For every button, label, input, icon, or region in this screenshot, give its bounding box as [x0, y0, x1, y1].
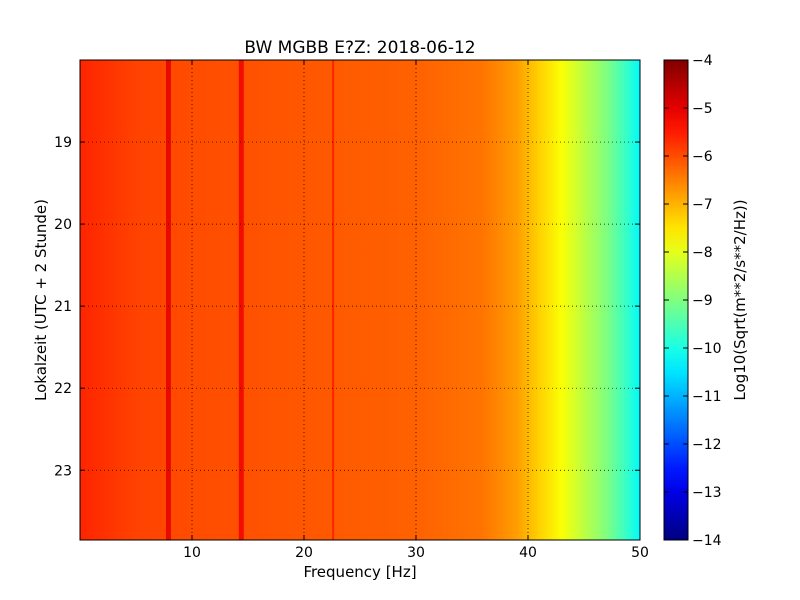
y-tick-label-0: 19	[54, 135, 72, 151]
colorbar-tick-label-0: −4	[692, 53, 713, 69]
x-tick-label-3: 40	[519, 545, 537, 561]
x-tick-label-4: 50	[631, 545, 649, 561]
colorbar: −4 −5 −6 −7 −8 −9 −10 −11 −12 −13 −14	[663, 53, 722, 549]
colorbar-tick-label-7: −11	[692, 389, 722, 405]
x-axis: 10 20 30 40 50	[183, 60, 649, 561]
chart-title: BW MGBB E?Z: 2018-06-12	[244, 38, 475, 58]
y-tick-label-3: 22	[54, 381, 72, 397]
y-axis-label: Lokalzeit (UTC + 2 Stunde)	[32, 199, 50, 401]
colorbar-tick-label-1: −5	[692, 101, 713, 117]
y-tick-label-2: 21	[54, 299, 72, 315]
y-tick-label-1: 20	[54, 217, 72, 233]
x-tick-label-1: 20	[295, 545, 313, 561]
x-axis-label: Frequency [Hz]	[303, 563, 416, 581]
plot-frame	[79, 59, 641, 541]
grid	[80, 60, 640, 540]
colorbar-ticks: −4 −5 −6 −7 −8 −9 −10 −11 −12 −13 −14	[664, 53, 722, 549]
colorbar-tick-label-8: −12	[692, 437, 722, 453]
y-axis: 19 20 21 22 23	[54, 135, 640, 479]
y-tick-label-4: 23	[54, 463, 72, 479]
colorbar-tick-label-3: −7	[692, 197, 713, 213]
colorbar-tick-label-10: −14	[692, 533, 722, 549]
colorbar-tick-label-6: −10	[692, 341, 722, 357]
spectrogram-fill	[80, 60, 640, 540]
plot-area	[80, 60, 640, 540]
x-tick-label-2: 30	[407, 545, 425, 561]
colorbar-tick-label-9: −13	[692, 485, 722, 501]
colorbar-tick-label-2: −6	[692, 149, 713, 165]
colorbar-tick-label-4: −8	[692, 245, 713, 261]
colorbar-label: Log10(Sqrt(m**2/s**2/Hz))	[731, 199, 749, 400]
colorbar-tick-label-5: −9	[692, 293, 713, 309]
spectral-lines	[165, 60, 335, 540]
x-tick-label-0: 10	[183, 545, 201, 561]
